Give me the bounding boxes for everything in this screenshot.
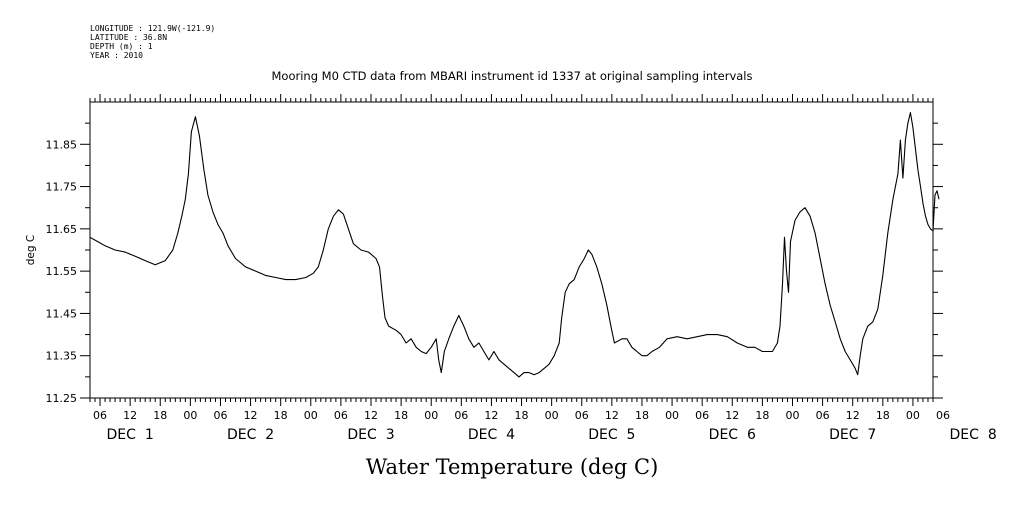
x-hour-tick-label: 12 [725, 409, 739, 422]
plot-frame [89, 101, 934, 399]
meta-line-depth: DEPTH (m) : 1 [90, 42, 153, 51]
x-hour-tick-label: 18 [755, 409, 769, 422]
y-tick-label: 11.65 [46, 223, 78, 236]
x-hour-tick-label: 00 [545, 409, 559, 422]
x-hour-tick-label: 12 [484, 409, 498, 422]
x-hour-tick-label: 00 [304, 409, 318, 422]
x-hour-tick-label: 06 [936, 409, 950, 422]
x-hour-tick-label: 00 [424, 409, 438, 422]
x-axis-label: Water Temperature (deg C) [366, 455, 659, 479]
x-hour-tick-label: 18 [274, 409, 288, 422]
y-tick-label: 11.75 [46, 181, 78, 194]
chart-title: Mooring M0 CTD data from MBARI instrumen… [272, 69, 753, 83]
metadata-block: LONGITUDE : 121.9W(-121.9) LATITUDE : 36… [90, 24, 215, 60]
x-hour-tick-label: 00 [183, 409, 197, 422]
x-hour-tick-label: 18 [515, 409, 529, 422]
x-day-label: DEC 7 [829, 427, 876, 443]
x-day-label: DEC 2 [227, 427, 274, 443]
y-tick-label: 11.55 [46, 265, 78, 278]
x-hour-tick-label: 06 [695, 409, 709, 422]
y-tick-label: 11.85 [46, 138, 78, 151]
y-axis-label: deg C [25, 235, 37, 265]
x-hour-tick-label: 06 [213, 409, 227, 422]
x-hour-tick-label: 06 [334, 409, 348, 422]
x-hour-tick-label: 06 [93, 409, 107, 422]
x-axis-bottom: 06 12 18 00 06 12 18 00 06 12 18 00 06 12 18 00 06 12 18 00… [89, 398, 997, 443]
x-hour-tick-label: 18 [394, 409, 408, 422]
x-hour-tick-label: 06 [454, 409, 468, 422]
x-hour-tick-label: 00 [906, 409, 920, 422]
x-hour-tick-label: 12 [605, 409, 619, 422]
y-axis-right [933, 122, 943, 399]
x-hour-tick-label: 12 [364, 409, 378, 422]
x-hour-tick-label: 18 [635, 409, 649, 422]
x-day-label: DEC 6 [709, 427, 756, 443]
x-hour-tick-label: 12 [846, 409, 860, 422]
x-hour-tick-label: 00 [786, 409, 800, 422]
x-axis-top [89, 94, 934, 102]
x-hour-tick-label: 06 [575, 409, 589, 422]
y-tick-label: 11.35 [46, 350, 78, 363]
meta-line-year: YEAR : 2010 [90, 51, 143, 60]
y-axis-left: 11.25 11.35 11.45 11.55 11.65 11.75 11.85 [46, 122, 90, 405]
x-day-label: DEC 4 [468, 427, 515, 443]
x-hour-tick-label: 06 [816, 409, 830, 422]
meta-line-longitude: LONGITUDE : 121.9W(-121.9) [90, 24, 215, 33]
y-tick-label: 11.45 [46, 307, 78, 320]
x-hour-tick-label: 18 [876, 409, 890, 422]
x-hour-tick-label: 12 [244, 409, 258, 422]
y-tick-label: 11.25 [46, 392, 78, 405]
x-day-label: DEC 1 [107, 427, 154, 443]
series-layer [89, 112, 940, 378]
x-day-label: DEC 8 [950, 427, 997, 443]
x-hour-tick-label: 12 [123, 409, 137, 422]
x-hour-tick-label: 18 [153, 409, 167, 422]
x-day-label: DEC 3 [347, 427, 394, 443]
x-hour-tick-label: 00 [665, 409, 679, 422]
meta-line-latitude: LATITUDE : 36.8N [90, 33, 167, 42]
x-day-label: DEC 5 [588, 427, 635, 443]
series-line-water-temperature [89, 112, 940, 378]
